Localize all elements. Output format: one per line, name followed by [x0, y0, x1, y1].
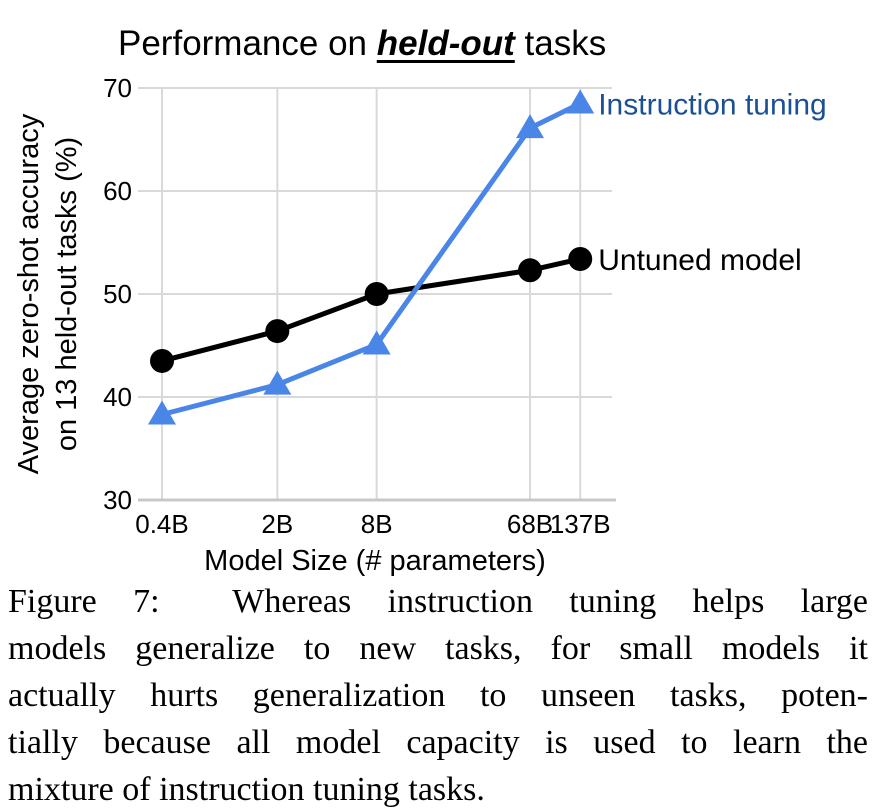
chart-title: Performance on held-out tasks [118, 24, 606, 64]
x-tick-label: 68B [507, 509, 553, 539]
marker-triangle-instruction-tuning [148, 400, 176, 425]
x-tick-label: 8B [361, 509, 393, 539]
chart-title-emphasis: held-out [376, 24, 515, 63]
chart-title-prefix: Performance on [118, 24, 377, 63]
caption-line: Figure 7: Whereas instruction tuning hel… [8, 583, 868, 620]
y-tick-label: 60 [103, 176, 132, 206]
marker-circle-untuned-model [150, 348, 174, 373]
y-axis-title-line1: Average zero-shot accuracy [13, 113, 45, 474]
x-tick-label: 2B [261, 509, 293, 539]
marker-circle-untuned-model [364, 282, 389, 306]
caption-line: actually hurts generalization to unseen … [8, 677, 868, 714]
chart-title-suffix: tasks [514, 24, 607, 63]
series-label-untuned-model: Untuned model [598, 244, 801, 277]
y-tick-label: 30 [103, 485, 132, 515]
x-tick-label: 137B [550, 509, 611, 539]
y-tick-label: 70 [103, 73, 132, 103]
figure-caption: Figure 7: Whereas instruction tuning hel… [0, 578, 876, 812]
marker-circle-untuned-model [265, 319, 290, 344]
series-line-instruction-tuning [161, 101, 582, 417]
x-tick-label: 0.4B [135, 509, 189, 539]
caption-line: mixture of instruction tuning tasks. [8, 771, 485, 808]
x-axis-title: Model Size (# parameters) [204, 545, 546, 577]
y-axis-title-line2: on 13 held-out tasks (%) [51, 137, 83, 451]
y-tick-label: 50 [103, 279, 132, 309]
caption-line: tially because all model capacity is use… [8, 724, 868, 761]
series-label-instruction-tuning: Instruction tuning [598, 88, 826, 121]
marker-triangle-instruction-tuning [566, 89, 595, 114]
caption-line: models generalize to new tasks, for smal… [8, 630, 868, 667]
marker-circle-untuned-model [518, 258, 543, 283]
marker-triangle-instruction-tuning [362, 330, 391, 355]
marker-circle-untuned-model [568, 246, 593, 271]
marker-triangle-instruction-tuning [516, 114, 545, 139]
marker-triangle-instruction-tuning [263, 370, 292, 395]
y-tick-label: 40 [103, 382, 132, 412]
